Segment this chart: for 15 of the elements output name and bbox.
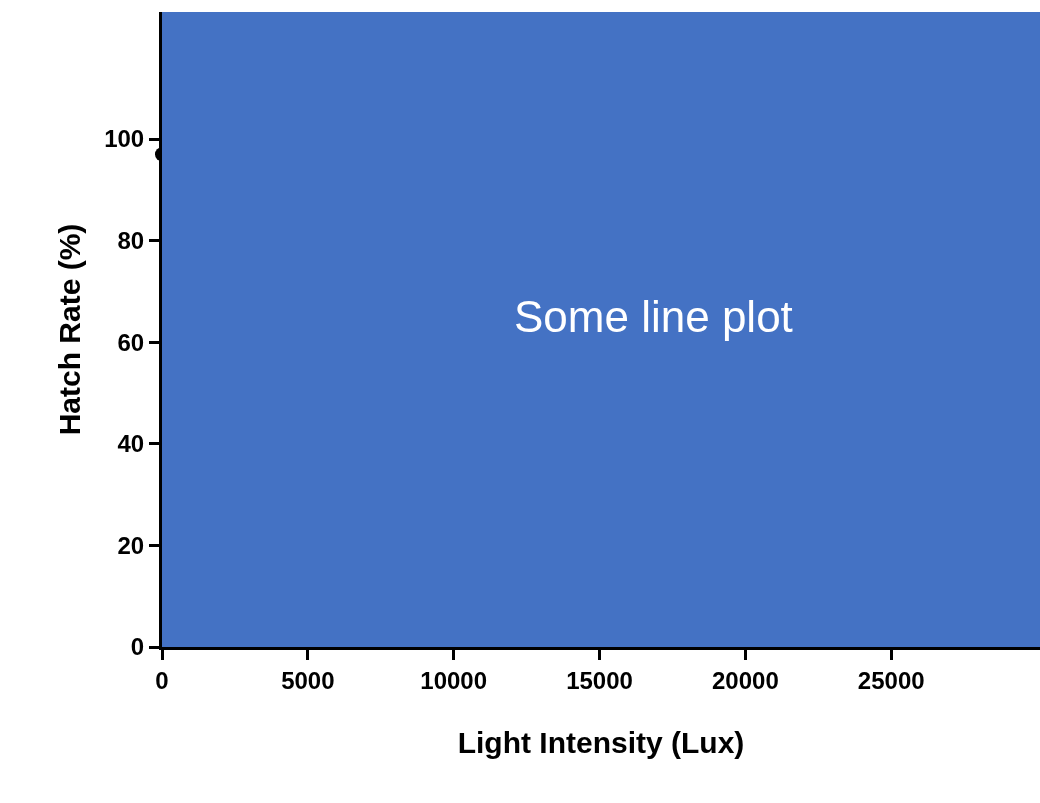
y-axis-title: Hatch Rate (%): [53, 223, 87, 436]
y-tick-label: 20: [117, 531, 145, 559]
x-tick-label: 0: [155, 666, 169, 694]
y-tick-label: 60: [117, 328, 145, 356]
y-tick-label: 0: [130, 633, 145, 661]
x-axis-title: Light Intensity (Lux): [457, 726, 745, 760]
y-tick-label: 40: [117, 430, 145, 458]
annotation: Some line plot: [514, 292, 793, 341]
y-tick-label: 80: [117, 227, 145, 254]
x-tick-label: 10000: [420, 666, 488, 694]
x-tick-label: 5000: [281, 666, 335, 694]
x-tick-label: 20000: [712, 666, 779, 694]
x-tick-label: 25000: [857, 666, 925, 694]
x-tick-label: 15000: [566, 666, 633, 694]
y-tick-label: 100: [104, 125, 145, 153]
